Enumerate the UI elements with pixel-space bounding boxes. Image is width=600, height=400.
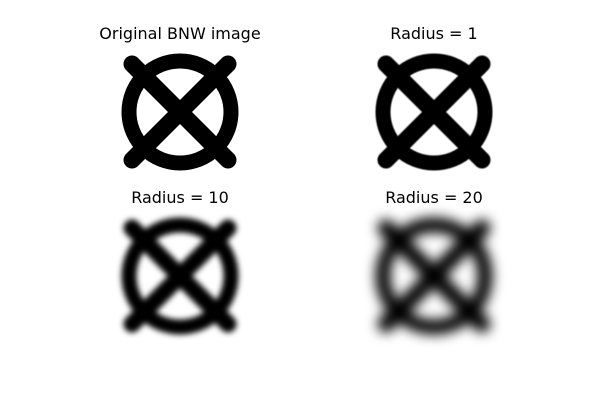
panel-title: Radius = 10 — [131, 188, 229, 207]
symbol-group — [375, 217, 493, 335]
panel-title: Original BNW image — [99, 24, 261, 43]
symbol-group — [375, 53, 493, 171]
circled-x-icon — [375, 53, 493, 171]
circled-x-icon — [121, 53, 239, 171]
panel-title: Radius = 1 — [390, 24, 478, 43]
symbol-group — [121, 53, 239, 171]
symbol-group — [121, 217, 239, 335]
circled-x-icon — [121, 217, 239, 335]
panel-title: Radius = 20 — [385, 188, 483, 207]
circled-x-icon — [375, 217, 493, 335]
